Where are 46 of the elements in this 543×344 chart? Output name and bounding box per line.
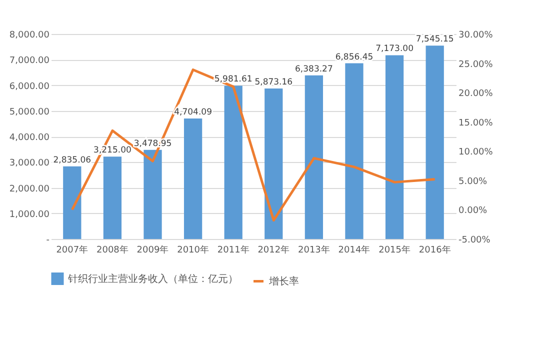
bar [184,118,202,239]
y-tick-label: 2,000.00 [9,184,50,194]
legend-label: 针织行业主营业务收入（单位：亿元） [67,272,238,285]
data-label: 5,873.16 [254,78,293,88]
y2-tick-label: 20.00% [458,89,494,100]
y2-tick-label: -5.00% [458,236,491,246]
x-tick-label: 2013年 [298,244,330,256]
data-label: 7,173.00 [376,44,414,54]
x-tick-label: 2008年 [96,244,128,256]
x-tick-label: 2012年 [258,244,290,256]
bar [224,86,242,239]
x-tick-label: 2011年 [217,244,250,256]
y2-tick-label: 15.00% [458,118,494,128]
data-label: 2,835.06 [53,155,92,166]
y-tick-label: 5,000.00 [9,107,50,118]
x-tick-label: 2010年 [177,244,210,256]
y-tick-label: 3,000.00 [9,158,50,169]
y2-tick-label: 10.00% [458,148,494,158]
y-tick-label: 7,000.00 [9,56,50,66]
y-tick-label: - [46,236,50,246]
x-tick-label: 2009年 [136,244,169,256]
y-tick-label: 1,000.00 [9,210,50,220]
x-tick-label: 2016年 [418,244,451,256]
y-tick-label: 8,000.00 [9,30,50,40]
bar [264,88,283,239]
bar [426,46,444,239]
bar [385,55,404,239]
bar [144,150,162,239]
data-label: 6,383.27 [295,64,333,74]
y2-tick-label: 30.00% [458,30,494,40]
y2-tick-label: 5.00% [458,176,488,187]
bar [63,166,82,239]
y-tick-label: 6,000.00 [9,82,50,92]
y2-tick-label: 0.00% [458,206,488,216]
bar [304,75,324,239]
bar [103,156,122,239]
legend-label: 增长率 [268,275,299,288]
y2-tick-label: 25.00% [458,60,494,70]
x-tick-label: 2007年 [56,244,88,256]
bar [345,63,364,239]
y-tick-label: 4,000.00 [9,133,50,143]
x-tick-label: 2015年 [378,244,410,256]
data-label: 7,545.15 [416,34,454,45]
data-label: 4,704.09 [174,107,212,118]
data-label: 6,856.45 [335,52,374,62]
x-tick-label: 2014年 [338,244,370,256]
